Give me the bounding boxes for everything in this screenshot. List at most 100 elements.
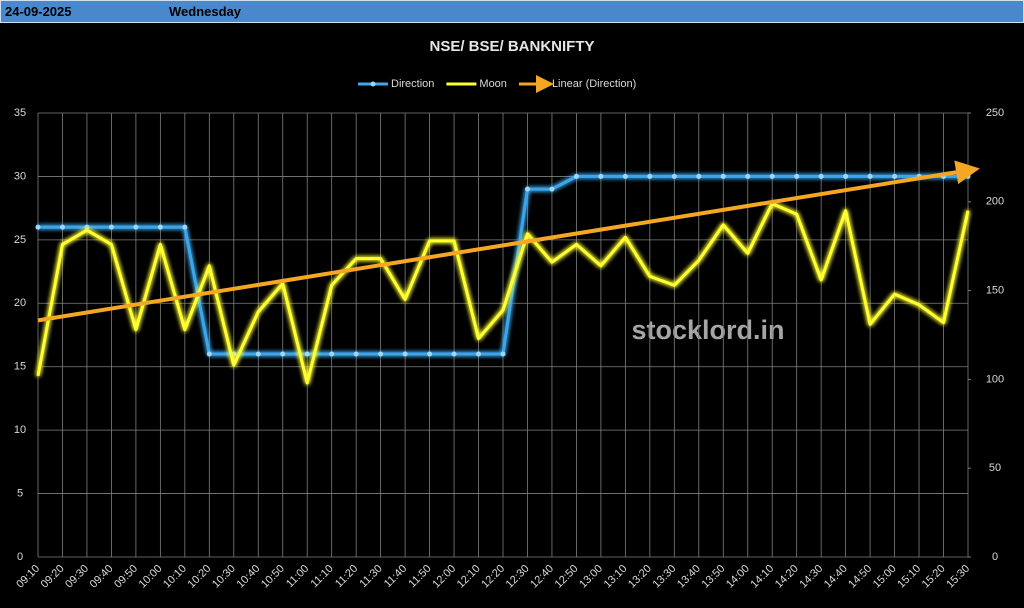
y-tick-label: 5 <box>17 487 23 499</box>
point <box>255 351 261 357</box>
x-tick-label: 11:50 <box>406 563 433 590</box>
point <box>353 351 359 357</box>
x-tick-label: 15:10 <box>895 563 923 591</box>
date: 24-09-2025 <box>5 4 72 19</box>
x-tick-label: 12:20 <box>479 563 507 591</box>
x-tick-label: 12:30 <box>504 563 532 591</box>
x-tick-label: 14:50 <box>846 563 874 591</box>
point <box>843 173 849 179</box>
point <box>867 173 873 179</box>
x-tick-label: 13:20 <box>626 563 654 591</box>
point <box>402 351 408 357</box>
x-tick-label: 09:50 <box>112 563 140 591</box>
point <box>476 351 482 357</box>
y2-tick-label: 100 <box>986 373 1004 385</box>
point <box>108 224 114 230</box>
x-tick-label: 10:40 <box>234 563 262 591</box>
x-tick-label: 10:30 <box>210 563 238 591</box>
y-tick-label: 15 <box>14 361 26 373</box>
point <box>745 173 751 179</box>
legend-marker <box>370 81 376 87</box>
legend-label: Moon <box>479 78 507 90</box>
x-tick-label: 14:00 <box>724 563 752 591</box>
point <box>378 351 384 357</box>
point <box>720 173 726 179</box>
point <box>696 173 702 179</box>
x-tick-label: 13:30 <box>651 563 679 591</box>
x-tick-label: 10:10 <box>161 563 189 591</box>
y-tick-label: 0 <box>17 551 23 563</box>
legend-label: Direction <box>391 78 434 90</box>
x-tick-label: 10:20 <box>186 563 214 591</box>
x-tick-label: 13:50 <box>699 563 727 591</box>
x-tick-label: 11:10 <box>308 563 335 590</box>
y2-tick-label: 200 <box>986 196 1004 208</box>
point <box>133 224 139 230</box>
y-tick-label: 10 <box>14 424 26 436</box>
point <box>304 351 310 357</box>
y2-tick-label: 150 <box>986 285 1004 297</box>
point <box>549 186 555 192</box>
x-tick-label: 10:50 <box>259 563 287 591</box>
point <box>206 351 212 357</box>
x-tick-label: 09:20 <box>39 563 67 591</box>
y-tick-label: 35 <box>14 107 26 119</box>
x-tick-label: 14:30 <box>797 563 825 591</box>
point <box>451 351 457 357</box>
x-tick-label: 14:20 <box>773 563 801 591</box>
x-tick-label: 12:50 <box>553 563 581 591</box>
point <box>671 173 677 179</box>
x-tick-label: 11:30 <box>357 563 384 590</box>
x-tick-label: 15:20 <box>920 563 948 591</box>
chart-title: NSE/ BSE/ BANKNIFTY <box>429 38 594 55</box>
x-tick-label: 10:00 <box>137 563 165 591</box>
point <box>182 224 188 230</box>
y-tick-label: 20 <box>14 297 26 309</box>
point <box>818 173 824 179</box>
point <box>965 173 971 179</box>
y-tick-label: 30 <box>14 170 26 182</box>
x-tick-label: 13:40 <box>675 563 703 591</box>
header-bar: 24-09-2025 Wednesday <box>0 0 1024 23</box>
x-tick-label: 14:40 <box>822 563 850 591</box>
watermark: stocklord.in <box>631 315 784 345</box>
point <box>280 351 286 357</box>
point <box>500 351 506 357</box>
x-tick-label: 09:10 <box>14 563 42 591</box>
x-tick-label: 11:00 <box>284 563 311 590</box>
x-tick-label: 11:40 <box>382 563 409 590</box>
series-line <box>36 202 970 385</box>
point <box>35 224 41 230</box>
y2-tick-label: 50 <box>989 462 1001 474</box>
point <box>59 224 65 230</box>
x-tick-label: 09:40 <box>88 563 116 591</box>
trendline <box>37 160 980 323</box>
day: Wednesday <box>169 4 242 19</box>
y2-tick-label: 250 <box>986 107 1004 119</box>
x-tick-label: 13:10 <box>602 563 630 591</box>
point <box>647 173 653 179</box>
point <box>157 224 163 230</box>
legend-label: Linear (Direction) <box>552 78 636 90</box>
point <box>573 173 579 179</box>
point <box>622 173 628 179</box>
x-tick-label: 14:10 <box>748 563 776 591</box>
point <box>427 351 433 357</box>
x-tick-label: 15:30 <box>944 563 972 591</box>
x-tick-label: 11:20 <box>333 563 360 590</box>
x-tick-label: 15:00 <box>871 563 899 591</box>
x-tick-label: 12:10 <box>455 563 483 591</box>
point <box>84 224 90 230</box>
x-tick-label: 12:40 <box>528 563 556 591</box>
x-tick-label: 13:00 <box>577 563 605 591</box>
y-tick-label: 25 <box>14 234 26 246</box>
x-tick-label: 09:30 <box>63 563 91 591</box>
x-tick-label: 12:00 <box>430 563 458 591</box>
point <box>769 173 775 179</box>
y2-tick-label: 0 <box>992 551 998 563</box>
point <box>892 173 898 179</box>
point <box>794 173 800 179</box>
point <box>524 186 530 192</box>
